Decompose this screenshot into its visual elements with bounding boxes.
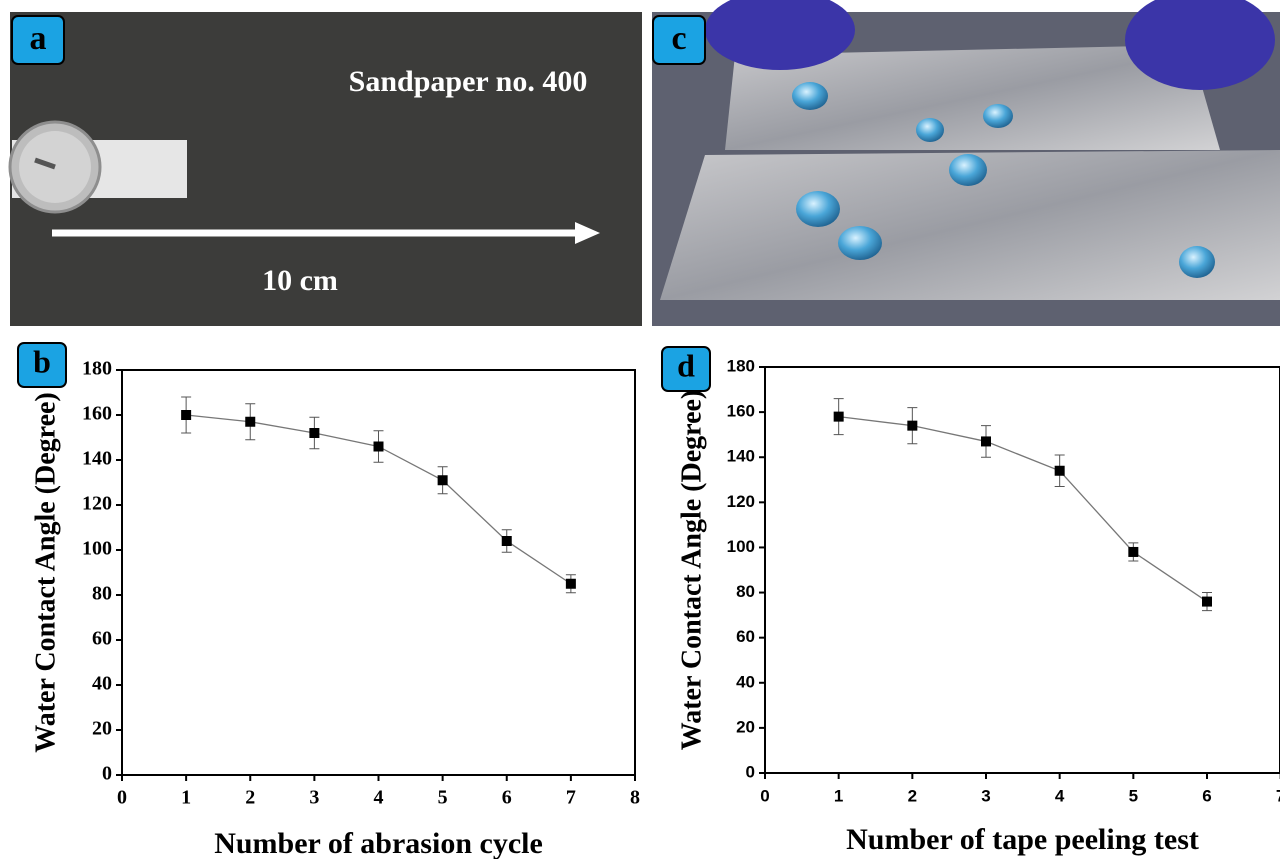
y-tick-label: 60 [92,628,112,650]
x-tick-label: 6 [1202,786,1211,805]
data-point [438,475,448,485]
x-tick-label: 5 [1129,786,1138,805]
data-point [907,421,917,431]
plot-frame [765,367,1280,773]
data-line [839,417,1207,602]
x-tick-label: 8 [630,787,640,809]
x-tick-label: 3 [981,786,990,805]
data-point [981,436,991,446]
y-tick-label: 180 [82,358,112,380]
y-tick-label: 20 [92,718,112,740]
x-tick-label: 7 [1276,786,1280,805]
figure: Sandpaper no. 400 10 cm a c b d 02040608… [0,0,1280,859]
y-tick-label: 80 [736,582,755,601]
x-tick-label: 4 [374,787,384,809]
y-tick-label: 20 [736,717,755,736]
distance-label: 10 cm [262,264,338,297]
photo-c [652,0,1280,326]
y-tick-label: 180 [727,356,755,375]
y-tick-label: 120 [727,492,755,511]
y-tick-label: 100 [82,538,112,560]
x-axis-label: Number of tape peeling test [846,823,1199,856]
y-tick-label: 40 [92,673,112,695]
x-tick-label: 7 [566,787,576,809]
y-axis-label: Water Contact Angle (Degree) [676,390,707,751]
data-point [834,412,844,422]
photo-label: Sandpaper no. 400 [349,65,588,98]
x-tick-label: 0 [117,787,127,809]
x-axis-label: Number of abrasion cycle [214,827,543,859]
data-point [1202,597,1212,607]
data-point [566,579,576,589]
photo-a: Sandpaper no. 400 10 cm [10,12,642,326]
x-tick-label: 0 [760,786,769,805]
x-tick-label: 1 [181,787,191,809]
panel-label: d [677,347,695,383]
y-tick-label: 100 [727,537,755,556]
panel-label: b [33,343,51,379]
y-tick-label: 160 [727,402,755,421]
panel-label: c [671,20,686,57]
data-point [374,442,384,452]
panel-label: a [30,20,47,57]
y-tick-label: 140 [727,447,755,466]
data-point [1055,466,1065,476]
chart: 0 20 40 60 80 100 120 140 160 180 0 1 2 3 4 5 6 7 Number o… [676,356,1280,855]
y-tick-label: 120 [82,493,112,515]
x-tick-label: 4 [1055,786,1065,805]
y-tick-label: 60 [736,627,755,646]
y-axis-label: Water Contact Angle (Degree) [30,392,61,753]
data-point [181,410,191,420]
x-tick-label: 1 [834,786,843,805]
x-tick-label: 2 [245,787,255,809]
data-point [245,417,255,427]
data-point [502,536,512,546]
data-point [309,428,319,438]
y-tick-label: 40 [736,672,755,691]
y-tick-label: 80 [92,583,112,605]
y-tick-label: 160 [82,403,112,425]
chart: 0 20 40 60 80 100 120 140 160 180 0 1 2 3 4 5 6 7 8 Number … [30,358,640,859]
y-tick-label: 0 [746,762,755,781]
figure-canvas: Sandpaper no. 400 10 cm a c b d 02040608… [0,0,1280,859]
x-tick-label: 3 [309,787,319,809]
x-tick-label: 6 [502,787,512,809]
data-point [1128,547,1138,557]
x-tick-label: 5 [438,787,448,809]
x-tick-label: 2 [908,786,917,805]
y-tick-label: 0 [102,763,112,785]
y-tick-label: 140 [82,448,112,470]
